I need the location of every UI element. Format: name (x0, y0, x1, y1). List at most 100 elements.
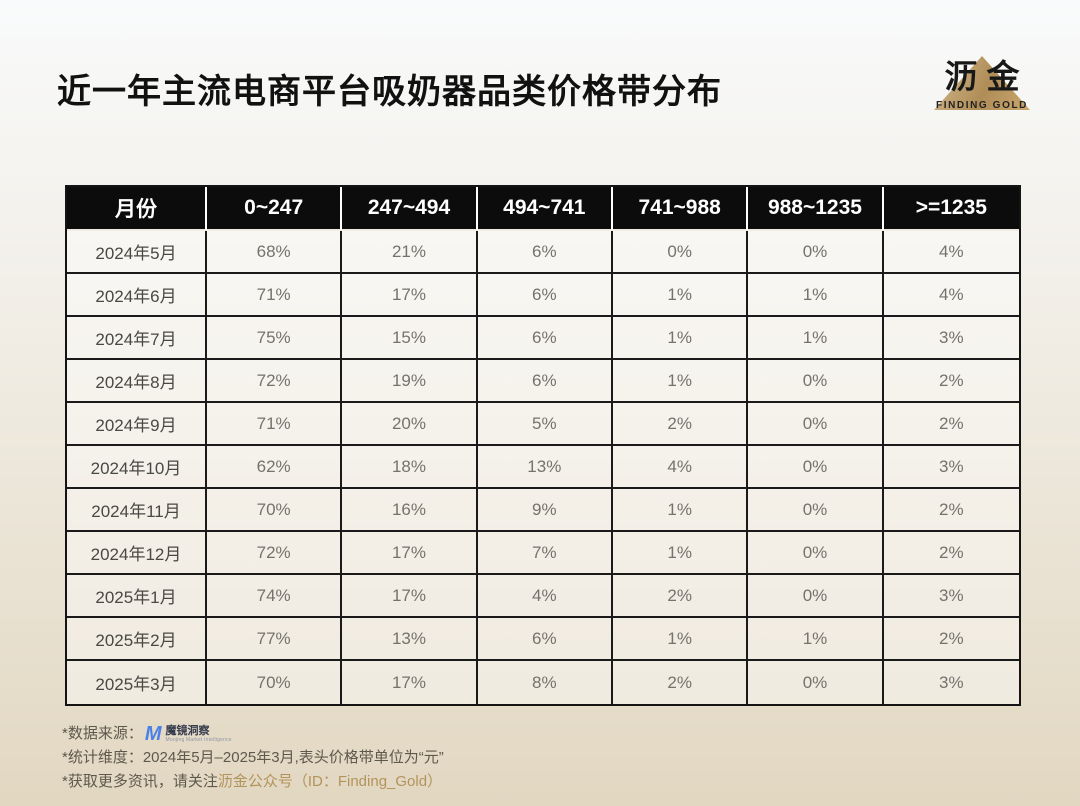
value-cell: 2% (883, 532, 1019, 575)
month-cell: 2024年6月 (67, 274, 207, 317)
value-cell: 4% (477, 575, 613, 618)
month-cell: 2024年10月 (67, 446, 207, 489)
value-cell: 6% (477, 317, 613, 360)
value-cell: 1% (748, 618, 884, 661)
value-cell: 13% (477, 446, 613, 489)
value-cell: 1% (612, 489, 749, 532)
moojing-tagline: Moojing Market Intelligence (165, 736, 232, 743)
value-cell: 1% (612, 532, 749, 575)
month-cell: 2024年11月 (67, 489, 207, 532)
value-cell: 5% (477, 403, 613, 446)
footnotes: *数据来源： M 魔镜洞察 Moojing Market Intelligence *… (62, 722, 444, 794)
table-row: 2024年8月 72% 19% 6% 1% 0% 2% (67, 360, 1019, 403)
value-cell: 0% (748, 231, 884, 274)
value-cell: 6% (477, 618, 613, 661)
value-cell: 2% (883, 403, 1019, 446)
value-cell: 62% (207, 446, 343, 489)
value-cell: 3% (883, 661, 1019, 704)
value-cell: 17% (342, 274, 478, 317)
value-cell: 0% (748, 446, 884, 489)
month-cell: 2024年5月 (67, 231, 207, 274)
month-cell: 2025年1月 (67, 575, 207, 618)
table-row: 2025年3月 70% 17% 8% 2% 0% 3% (67, 661, 1019, 704)
column-header-2: 247~494 (342, 187, 478, 231)
value-cell: 4% (612, 446, 749, 489)
footnote-gold-account: 沥金公众号（ID：Finding_Gold） (217, 773, 443, 790)
logo-name: 沥金 (944, 58, 1029, 95)
moojing-name: 魔镜洞察 (165, 724, 210, 737)
value-cell: 71% (207, 274, 343, 317)
value-cell: 3% (883, 446, 1019, 489)
value-cell: 71% (207, 403, 343, 446)
value-cell: 17% (342, 575, 478, 618)
value-cell: 77% (207, 618, 343, 661)
value-cell: 8% (477, 661, 613, 704)
table-row: 2024年9月 71% 20% 5% 2% 0% 2% (67, 403, 1019, 446)
value-cell: 15% (342, 317, 478, 360)
value-cell: 0% (748, 532, 884, 575)
column-header-4: 741~988 (612, 187, 749, 231)
value-cell: 70% (207, 489, 343, 532)
value-cell: 1% (612, 317, 749, 360)
table-row: 2024年5月 68% 21% 6% 0% 0% 4% (67, 231, 1019, 274)
value-cell: 7% (477, 532, 613, 575)
value-cell: 9% (477, 489, 613, 532)
value-cell: 1% (612, 360, 749, 403)
moojing-logo-text: 魔镜洞察 Moojing Market Intelligence (165, 724, 232, 743)
value-cell: 2% (883, 360, 1019, 403)
moojing-logo: M 魔镜洞察 Moojing Market Intelligence (145, 724, 232, 744)
table-row: 2025年1月 74% 17% 4% 2% 0% 3% (67, 575, 1019, 618)
footnote-more-prefix: *获取更多资讯，请关注 (62, 773, 218, 790)
value-cell: 1% (612, 274, 749, 317)
column-header-3: 494~741 (477, 187, 613, 231)
month-cell: 2025年3月 (67, 661, 207, 704)
value-cell: 6% (477, 231, 613, 274)
value-cell: 2% (612, 661, 749, 704)
month-cell: 2025年2月 (67, 618, 207, 661)
value-cell: 74% (207, 575, 343, 618)
column-header-1: 0~247 (207, 187, 343, 231)
value-cell: 0% (748, 360, 884, 403)
value-cell: 17% (342, 532, 478, 575)
value-cell: 16% (342, 489, 478, 532)
value-cell: 2% (612, 403, 749, 446)
value-cell: 4% (883, 231, 1019, 274)
value-cell: 1% (748, 274, 884, 317)
table-body: 2024年5月 68% 21% 6% 0% 0% 4% 2024年6月 71% 17% 6% 1% 1%… (67, 231, 1019, 704)
header-row: 月份 0~247 247~494 494~741 741~988 988~1235 >=12… (67, 187, 1019, 231)
value-cell: 0% (748, 575, 884, 618)
month-cell: 2024年8月 (67, 360, 207, 403)
table-row: 2024年11月 70% 16% 9% 1% 0% 2% (67, 489, 1019, 532)
value-cell: 0% (748, 489, 884, 532)
value-cell: 72% (207, 360, 343, 403)
value-cell: 0% (748, 661, 884, 704)
value-cell: 18% (342, 446, 478, 489)
column-header-5: 988~1235 (748, 187, 884, 231)
footnote-dimension: *统计维度：2024年5月–2025年3月,表头价格带单位为“元” (62, 749, 444, 766)
page-title: 近一年主流电商平台吸奶器品类价格带分布 (57, 73, 722, 111)
column-header-0: 月份 (67, 187, 207, 231)
value-cell: 68% (207, 231, 343, 274)
value-cell: 1% (612, 618, 749, 661)
value-cell: 2% (612, 575, 749, 618)
value-cell: 3% (883, 317, 1019, 360)
value-cell: 1% (748, 317, 884, 360)
table-row: 2024年6月 71% 17% 6% 1% 1% 4% (67, 274, 1019, 317)
value-cell: 13% (342, 618, 478, 661)
table-header: 月份 0~247 247~494 494~741 741~988 988~1235 >=12… (67, 187, 1019, 231)
value-cell: 0% (748, 403, 884, 446)
column-header-6: >=1235 (883, 187, 1019, 231)
footnote-source-prefix: *数据来源： (62, 725, 143, 742)
value-cell: 70% (207, 661, 343, 704)
footnote-more: *获取更多资讯，请关注沥金公众号（ID：Finding_Gold） (62, 770, 444, 794)
value-cell: 20% (342, 403, 478, 446)
value-cell: 3% (883, 575, 1019, 618)
value-cell: 6% (477, 274, 613, 317)
value-cell: 17% (342, 661, 478, 704)
value-cell: 2% (883, 489, 1019, 532)
table-row: 2024年7月 75% 15% 6% 1% 1% 3% (67, 317, 1019, 360)
table-row: 2025年2月 77% 13% 6% 1% 1% 2% (67, 618, 1019, 661)
price-band-table: 月份 0~247 247~494 494~741 741~988 988~1235 >=12… (65, 185, 1021, 706)
month-cell: 2024年12月 (67, 532, 207, 575)
